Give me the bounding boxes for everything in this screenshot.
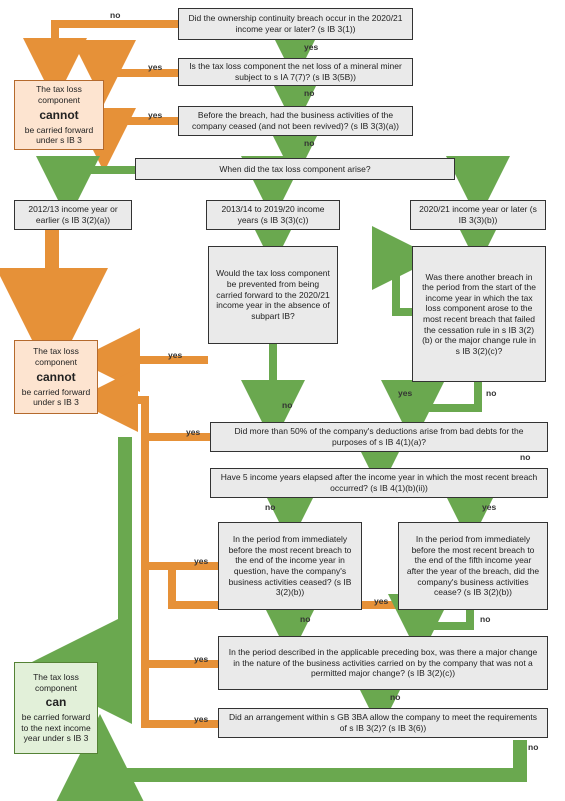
lbl-yes: yes	[186, 427, 200, 437]
q3-text: Before the breach, had the business acti…	[185, 110, 406, 131]
cannot2-pre: The tax loss component	[21, 346, 91, 367]
lbl-yes: yes	[398, 388, 412, 398]
lbl-no: no	[480, 614, 490, 624]
q9-box: In the period from immediately before th…	[218, 522, 362, 610]
br2-box: 2013/14 to 2019/20 income years (s IB 3(…	[206, 200, 340, 230]
q3-box: Before the breach, had the business acti…	[178, 106, 413, 136]
cannot1-pre: The tax loss component	[21, 84, 97, 105]
lbl-no: no	[110, 10, 120, 20]
lbl-yes: yes	[194, 654, 208, 664]
q1-box: Did the ownership continuity breach occu…	[178, 8, 413, 40]
lbl-no: no	[520, 452, 530, 462]
can-pre: The tax loss component	[21, 672, 91, 693]
lbl-yes: yes	[194, 714, 208, 724]
q2-text: Is the tax loss component the net loss o…	[185, 61, 406, 82]
cannot1-post: be carried forward under s IB 3	[21, 125, 97, 146]
cannot2-post: be carried forward under s IB 3	[21, 387, 91, 408]
can-post: be carried forward to the next income ye…	[21, 712, 91, 744]
q12-box: Did an arrangement within s GB 3BA allow…	[218, 708, 548, 738]
br2-text: 2013/14 to 2019/20 income years (s IB 3(…	[213, 204, 333, 225]
lbl-no: no	[528, 742, 538, 752]
lbl-yes: yes	[304, 42, 318, 52]
br3-box: 2020/21 income year or later (s IB 3(3)(…	[410, 200, 546, 230]
q5-box: Would the tax loss component be prevente…	[208, 246, 338, 344]
q10-text: In the period from immediately before th…	[405, 534, 541, 598]
outcome-cannot-1: The tax loss component cannot be carried…	[14, 80, 104, 150]
q4-text: When did the tax loss component arise?	[219, 164, 370, 175]
lbl-no: no	[486, 388, 496, 398]
q1-text: Did the ownership continuity breach occu…	[185, 13, 406, 34]
q9-text: In the period from immediately before th…	[225, 534, 355, 598]
lbl-no: no	[390, 692, 400, 702]
cannot1-word: cannot	[39, 108, 78, 123]
lbl-yes: yes	[194, 556, 208, 566]
lbl-no: no	[304, 88, 314, 98]
q11-text: In the period described in the applicabl…	[225, 647, 541, 679]
lbl-yes: yes	[148, 62, 162, 72]
q7-box: Did more than 50% of the company's deduc…	[210, 422, 548, 452]
q2-box: Is the tax loss component the net loss o…	[178, 58, 413, 86]
q10-box: In the period from immediately before th…	[398, 522, 548, 610]
q5-text: Would the tax loss component be prevente…	[215, 268, 331, 321]
lbl-no: no	[304, 138, 314, 148]
lbl-yes: yes	[148, 110, 162, 120]
lbl-no: no	[300, 614, 310, 624]
q8-box: Have 5 income years elapsed after the in…	[210, 468, 548, 498]
q12-text: Did an arrangement within s GB 3BA allow…	[225, 712, 541, 733]
outcome-can: The tax loss component can be carried fo…	[14, 662, 98, 754]
br3-text: 2020/21 income year or later (s IB 3(3)(…	[417, 204, 539, 225]
lbl-yes: yes	[374, 596, 388, 606]
lbl-no: no	[265, 502, 275, 512]
q6-text: Was there another breach in the period f…	[419, 272, 539, 357]
can-word: can	[46, 695, 67, 710]
q6-box: Was there another breach in the period f…	[412, 246, 546, 382]
br1-text: 2012/13 income year or earlier (s IB 3(2…	[21, 204, 125, 225]
lbl-yes: yes	[482, 502, 496, 512]
q7-text: Did more than 50% of the company's deduc…	[217, 426, 541, 447]
q11-box: In the period described in the applicabl…	[218, 636, 548, 690]
lbl-yes: yes	[168, 350, 182, 360]
q8-text: Have 5 income years elapsed after the in…	[217, 472, 541, 493]
cannot2-word: cannot	[36, 370, 75, 385]
lbl-no: no	[282, 400, 292, 410]
outcome-cannot-2: The tax loss component cannot be carried…	[14, 340, 98, 414]
q4-box: When did the tax loss component arise?	[135, 158, 455, 180]
flowchart-canvas: Did the ownership continuity breach occu…	[0, 0, 565, 801]
br1-box: 2012/13 income year or earlier (s IB 3(2…	[14, 200, 132, 230]
